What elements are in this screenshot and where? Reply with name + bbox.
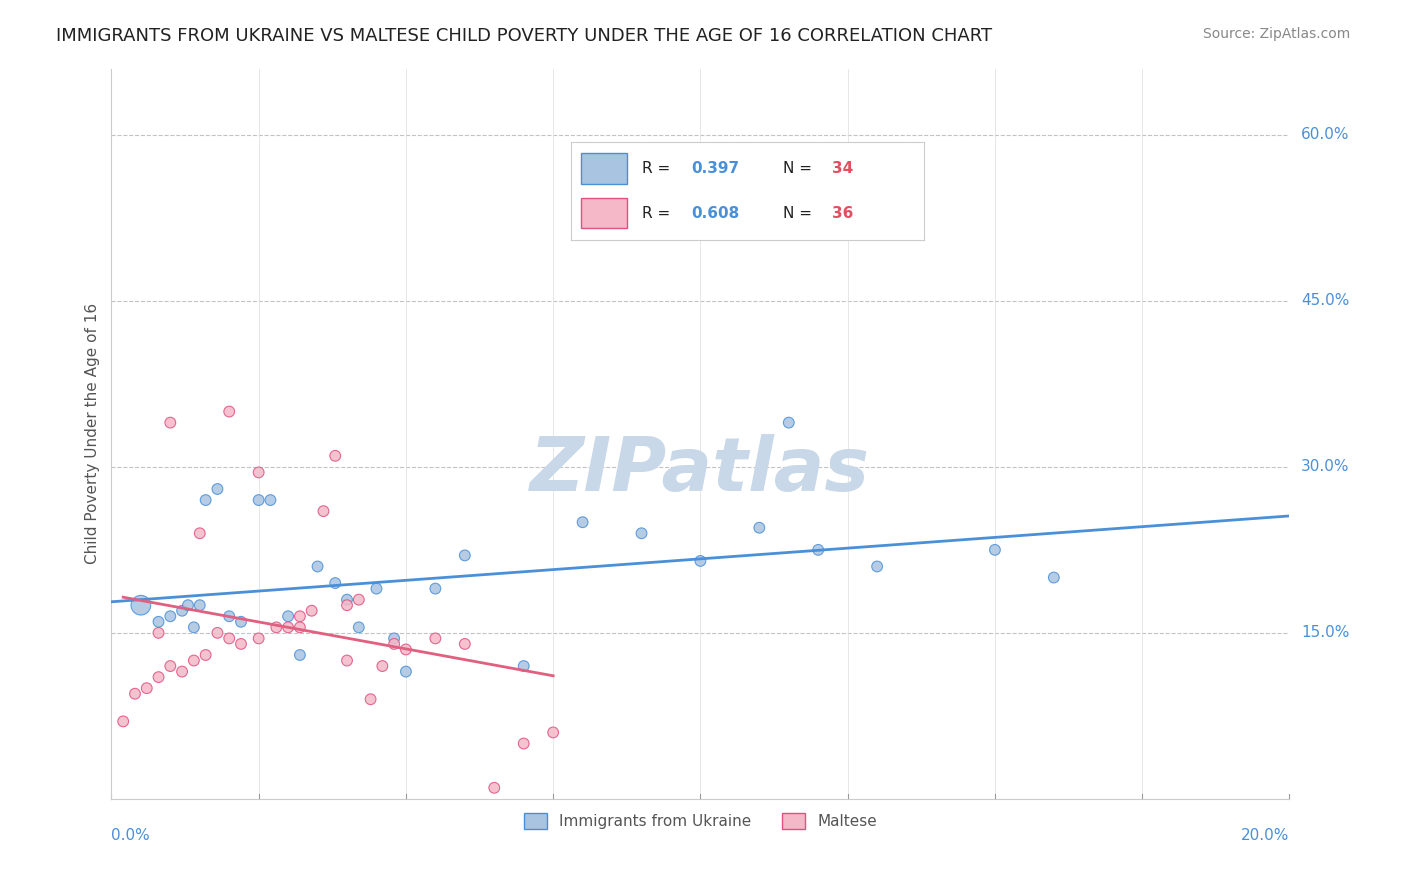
Point <box>323 449 346 463</box>
Point <box>984 542 1007 557</box>
Point <box>159 609 181 624</box>
Point <box>454 549 477 563</box>
Point <box>172 604 194 618</box>
Text: 45.0%: 45.0% <box>1301 293 1350 309</box>
Text: IMMIGRANTS FROM UKRAINE VS MALTESE CHILD POVERTY UNDER THE AGE OF 16 CORRELATION: IMMIGRANTS FROM UKRAINE VS MALTESE CHILD… <box>56 27 993 45</box>
Point <box>347 620 370 634</box>
Point <box>183 620 205 634</box>
Point <box>360 692 382 706</box>
Point <box>336 598 359 612</box>
Text: 0.0%: 0.0% <box>111 828 150 843</box>
Point <box>218 404 240 418</box>
Point <box>301 604 323 618</box>
Point <box>218 609 240 624</box>
Point <box>748 521 770 535</box>
Point <box>194 493 217 508</box>
Point <box>229 615 252 629</box>
Point <box>135 681 157 696</box>
Point <box>689 554 711 568</box>
Point <box>188 526 211 541</box>
Point <box>277 609 299 624</box>
Y-axis label: Child Poverty Under the Age of 16: Child Poverty Under the Age of 16 <box>86 303 100 565</box>
Legend: Immigrants from Ukraine, Maltese: Immigrants from Ukraine, Maltese <box>517 807 883 835</box>
Point <box>129 598 152 612</box>
Point <box>207 482 229 496</box>
Point <box>1043 570 1066 584</box>
Point <box>159 416 181 430</box>
Point <box>312 504 335 518</box>
Point <box>630 526 652 541</box>
Point <box>124 687 146 701</box>
Point <box>266 620 288 634</box>
Point <box>112 714 135 729</box>
Text: ZIPatlas: ZIPatlas <box>530 434 870 507</box>
Text: Source: ZipAtlas.com: Source: ZipAtlas.com <box>1202 27 1350 41</box>
Point <box>807 542 830 557</box>
Point <box>288 648 311 662</box>
Point <box>172 665 194 679</box>
Point <box>288 620 311 634</box>
Point <box>229 637 252 651</box>
Point <box>425 632 447 646</box>
Point <box>188 598 211 612</box>
Point <box>512 737 534 751</box>
Point <box>347 592 370 607</box>
Point <box>148 670 170 684</box>
Point <box>336 592 359 607</box>
Point <box>512 659 534 673</box>
Point <box>148 615 170 629</box>
Text: 15.0%: 15.0% <box>1301 625 1350 640</box>
Point <box>148 625 170 640</box>
Point <box>177 598 200 612</box>
Point <box>571 515 593 529</box>
Point <box>778 416 800 430</box>
Point <box>247 493 270 508</box>
Point <box>395 642 418 657</box>
Point <box>307 559 329 574</box>
Point <box>218 632 240 646</box>
Point <box>159 659 181 673</box>
Point <box>371 659 394 673</box>
Point <box>336 654 359 668</box>
Point <box>194 648 217 662</box>
Point <box>183 654 205 668</box>
Point <box>247 632 270 646</box>
Point <box>382 637 405 651</box>
Point <box>247 466 270 480</box>
Point <box>454 637 477 651</box>
Point <box>425 582 447 596</box>
Point <box>277 620 299 634</box>
Point <box>382 632 405 646</box>
Point <box>866 559 889 574</box>
Point <box>395 665 418 679</box>
Point <box>366 582 388 596</box>
Text: 20.0%: 20.0% <box>1241 828 1289 843</box>
Text: 30.0%: 30.0% <box>1301 459 1350 475</box>
Point <box>541 725 564 739</box>
Point <box>259 493 281 508</box>
Point <box>207 625 229 640</box>
Point <box>323 576 346 591</box>
Point <box>484 780 506 795</box>
Text: 60.0%: 60.0% <box>1301 128 1350 143</box>
Point <box>288 609 311 624</box>
